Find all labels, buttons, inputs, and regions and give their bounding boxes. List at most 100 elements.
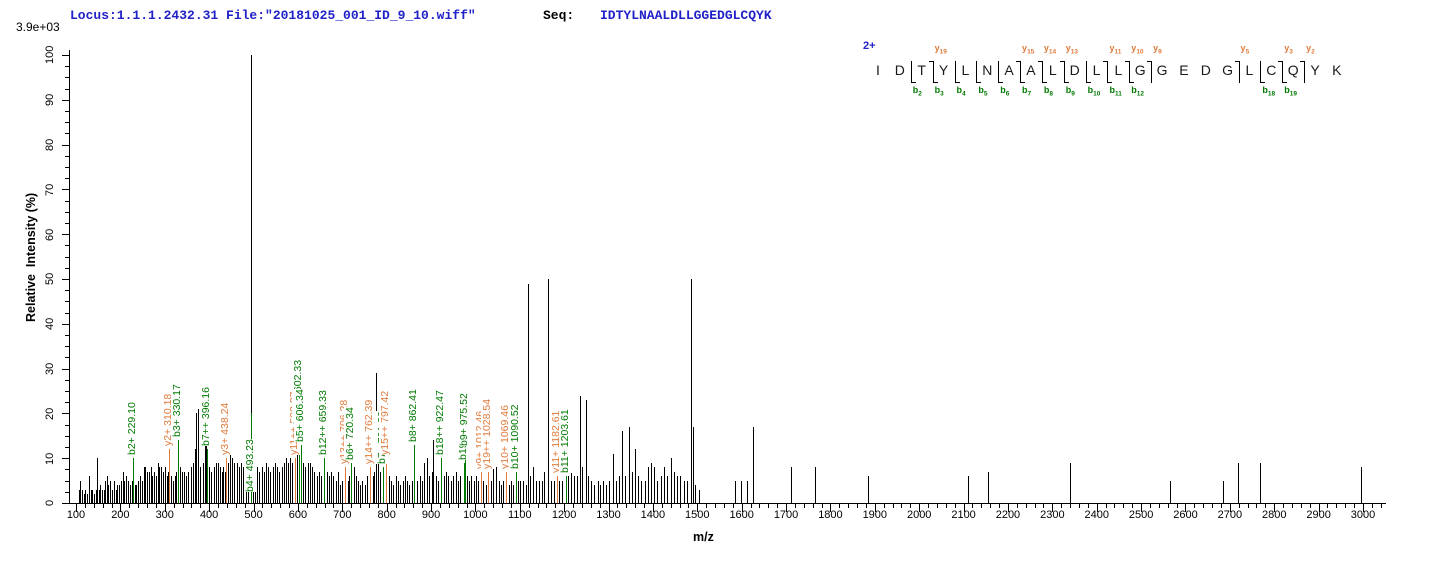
spectrum-peak bbox=[467, 476, 468, 503]
spectrum-peak bbox=[147, 471, 148, 503]
spectrum-peak bbox=[431, 471, 433, 503]
x-major-tick bbox=[475, 504, 477, 512]
x-minor-tick bbox=[439, 504, 441, 508]
peak-label: b11+ 1203.61 bbox=[558, 409, 572, 474]
spectrum-peak bbox=[475, 476, 477, 503]
x-minor-tick bbox=[422, 504, 424, 508]
spectrum-peak bbox=[157, 462, 159, 503]
x-minor-tick bbox=[404, 504, 406, 508]
spectrum-peak bbox=[419, 476, 421, 503]
spectrum-peak bbox=[171, 476, 172, 503]
spectrum-peak bbox=[357, 480, 359, 503]
spectrum-peak bbox=[693, 426, 695, 503]
spectrum-peak bbox=[109, 480, 111, 503]
spectrum-peak bbox=[483, 480, 485, 503]
spectrum-peak bbox=[606, 485, 608, 503]
x-minor-tick bbox=[368, 504, 370, 508]
b-ion-hook bbox=[1020, 82, 1026, 83]
spectrum-peak bbox=[241, 462, 243, 503]
spectrum-peak bbox=[105, 480, 107, 503]
spectrum-peak bbox=[204, 408, 206, 503]
x-minor-tick bbox=[1078, 504, 1080, 508]
x-minor-tick bbox=[723, 504, 725, 508]
spectrum-peak bbox=[1237, 462, 1239, 503]
spectrum-peak bbox=[279, 471, 281, 503]
x-minor-tick bbox=[1025, 504, 1027, 508]
spectrum-peak bbox=[326, 471, 328, 503]
x-minor-tick bbox=[200, 504, 202, 508]
x-minor-tick bbox=[644, 504, 646, 508]
spectrum-peak bbox=[127, 480, 129, 503]
spectrum-peak bbox=[176, 471, 178, 503]
x-minor-tick bbox=[1176, 504, 1178, 508]
spectrum-peak bbox=[868, 476, 870, 503]
y-tick-label: 30 bbox=[44, 362, 56, 375]
x-minor-tick bbox=[936, 504, 938, 508]
residue-letter: Y bbox=[938, 62, 949, 78]
spectrum-peak bbox=[621, 431, 623, 503]
spectrum-peak bbox=[680, 476, 682, 503]
peak-label: b7++ 396.16 bbox=[200, 387, 214, 447]
locus-file-text: Locus:1.1.1.2432.31 File:"20181025_001_I… bbox=[70, 8, 476, 23]
spectrum-peak bbox=[619, 476, 621, 503]
x-major-tick bbox=[253, 504, 255, 512]
spectrum-peak bbox=[988, 471, 989, 503]
y-ion-label: y14 bbox=[1043, 43, 1057, 56]
x-minor-tick bbox=[351, 504, 353, 508]
spectrum-peak bbox=[309, 462, 311, 503]
spectrum-peak bbox=[79, 489, 81, 503]
y-major-tick bbox=[62, 144, 69, 146]
spectrum-peak bbox=[458, 480, 460, 503]
spectrum-peak bbox=[355, 476, 357, 503]
x-minor-tick bbox=[502, 504, 504, 508]
peak-label: b3+ 330.17 bbox=[171, 384, 185, 438]
b-ion-label: b10 bbox=[1087, 85, 1101, 98]
y-ion-label: y3 bbox=[1284, 43, 1293, 56]
x-minor-tick bbox=[573, 504, 575, 508]
spectrum-peak bbox=[653, 467, 655, 503]
spectrum-peak bbox=[265, 462, 267, 503]
x-minor-tick bbox=[839, 504, 841, 508]
spectrum-peak bbox=[106, 476, 108, 503]
x-tick-label: 700 bbox=[333, 509, 352, 521]
spectrum-peak bbox=[80, 480, 82, 503]
x-major-tick bbox=[963, 504, 965, 512]
x-minor-tick bbox=[484, 504, 486, 508]
spectrum-peak bbox=[272, 467, 274, 503]
spectrum-peak bbox=[544, 471, 546, 503]
x-minor-tick bbox=[262, 504, 264, 508]
y-major-tick bbox=[62, 323, 69, 325]
x-major-tick bbox=[342, 504, 344, 512]
residue-letter: L bbox=[961, 62, 970, 78]
cleavage-mark bbox=[910, 61, 912, 83]
x-minor-tick bbox=[1265, 504, 1267, 508]
spectrum-peak bbox=[159, 467, 161, 503]
spectrum-peak bbox=[493, 467, 495, 503]
x-minor-tick bbox=[218, 504, 219, 508]
y-minor-tick bbox=[65, 379, 69, 381]
x-minor-tick bbox=[537, 504, 539, 508]
spectrum-peak bbox=[530, 476, 532, 503]
y-tick-label: 10 bbox=[44, 452, 56, 465]
x-minor-tick bbox=[759, 504, 761, 508]
spectrum-peak bbox=[314, 471, 316, 503]
cleavage-mark bbox=[976, 61, 978, 83]
spectrum-peak bbox=[513, 485, 515, 503]
x-minor-tick bbox=[155, 504, 157, 508]
spectrum-peak bbox=[635, 449, 637, 503]
y-tick-label: 90 bbox=[44, 93, 56, 107]
spectrum-peak bbox=[377, 462, 379, 503]
spectrum-peak bbox=[570, 471, 572, 503]
x-minor-tick bbox=[679, 504, 681, 508]
x-minor-tick bbox=[235, 504, 237, 508]
y-major-tick bbox=[62, 99, 69, 101]
residue-letter: N bbox=[982, 62, 993, 78]
y-tick-label: 20 bbox=[44, 407, 56, 420]
spectrum-peak bbox=[647, 467, 649, 503]
spectrum-peak bbox=[568, 476, 570, 503]
spectrum-peak bbox=[409, 485, 411, 503]
y-minor-tick bbox=[65, 435, 69, 437]
x-minor-tick bbox=[448, 504, 450, 508]
